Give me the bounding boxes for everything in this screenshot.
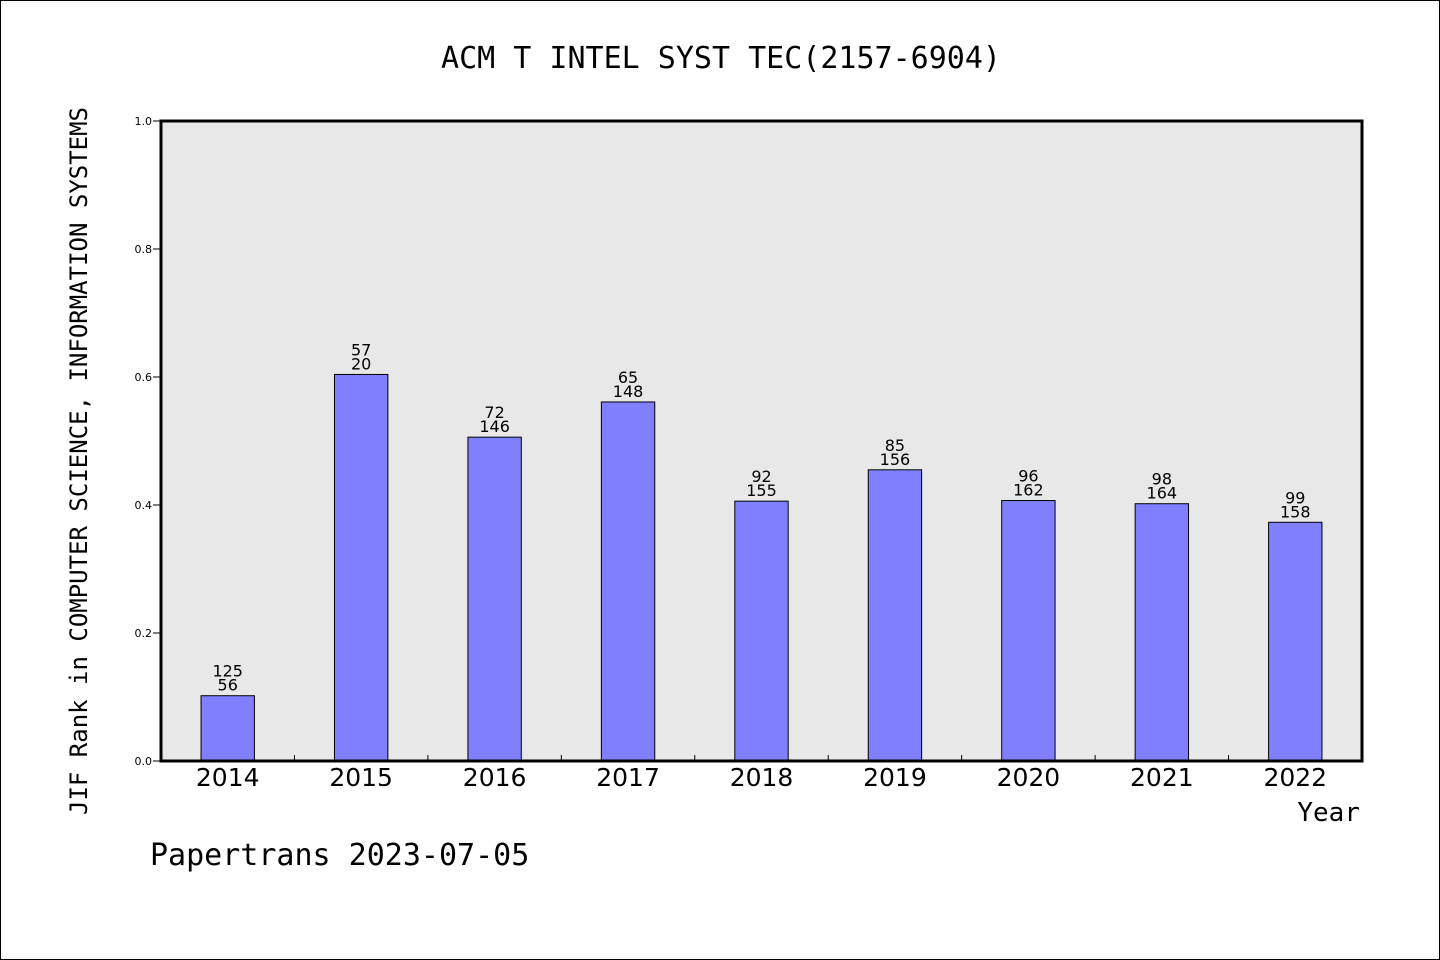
rank-label-2022: 99 (1285, 488, 1305, 507)
y-tick-label: 0.8 (135, 243, 153, 256)
total-label-2017: 148 (613, 382, 644, 401)
total-label-2022: 158 (1280, 502, 1311, 521)
rank-label-2014: 125 (212, 662, 243, 681)
total-label-2014: 56 (218, 676, 238, 695)
rank-label-2016: 72 (484, 403, 504, 422)
x-tick-label-2015: 2015 (329, 763, 393, 792)
x-axis: 2014 2015 2016 2017 2018 2019 2020 2021 2022 (196, 755, 1327, 792)
x-tick-label-2014: 2014 (196, 763, 260, 792)
bar-2020 (1001, 500, 1056, 762)
rank-label-2021: 98 (1152, 470, 1172, 489)
bar-2018 (734, 500, 789, 762)
total-label-2019: 156 (880, 450, 911, 469)
y-tick-label: 0.4 (135, 499, 153, 512)
x-axis-label: Year (1297, 798, 1360, 828)
total-label-2018: 155 (746, 481, 777, 500)
bar-2017 (600, 401, 656, 762)
y-tick-label: 0.6 (135, 371, 153, 384)
rank-label-2019: 85 (885, 436, 905, 455)
total-label-2016: 146 (479, 417, 510, 436)
rank-label-2018: 92 (751, 467, 771, 486)
x-tick-label-2020: 2020 (997, 763, 1061, 792)
y-tick-label: 0.2 (135, 627, 153, 640)
x-tick-label-2019: 2019 (863, 763, 927, 792)
bar-2022 (1268, 521, 1323, 762)
y-axis-label: JIF Rank in COMPUTER SCIENCE, INFORMATIO… (65, 107, 93, 815)
bar-2019 (867, 469, 923, 762)
bar-2015 (333, 373, 389, 762)
footer-date-text: Papertrans 2023-07-05 (150, 838, 529, 873)
total-label-2020: 162 (1013, 481, 1044, 500)
y-tick-label: 0.0 (135, 755, 153, 768)
bar-2016 (467, 436, 522, 762)
total-label-2015: 20 (351, 354, 371, 373)
y-tick-label: 1.0 (135, 115, 153, 128)
plot-border (159, 119, 1364, 763)
bar-2014 (200, 695, 255, 762)
rank-label-2020: 96 (1018, 467, 1038, 486)
x-tick-label-2022: 2022 (1263, 763, 1327, 792)
y-axis: 0.0 0.2 0.4 0.6 0.8 1.0 (135, 115, 161, 768)
rank-label-2015: 57 (351, 340, 371, 359)
x-tick-label-2017: 2017 (596, 763, 660, 792)
x-tick-label-2016: 2016 (463, 763, 527, 792)
x-tick-label-2021: 2021 (1130, 763, 1194, 792)
total-label-2021: 164 (1147, 484, 1178, 503)
chart-title: ACM T INTEL SYST TEC(2157-6904) (441, 41, 1001, 76)
bar-2021 (1134, 503, 1190, 762)
x-tick-label-2018: 2018 (730, 763, 794, 792)
rank-label-2017: 65 (618, 368, 638, 387)
